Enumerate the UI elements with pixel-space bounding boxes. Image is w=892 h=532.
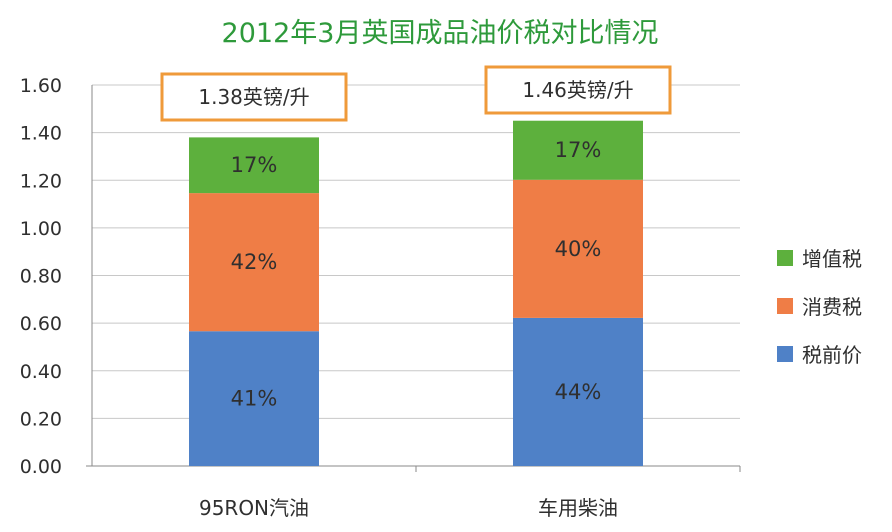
y-tick-label: 1.40	[20, 123, 62, 145]
total-callout-box	[484, 65, 672, 115]
legend-swatch	[777, 250, 793, 266]
legend-label: 增值税	[802, 247, 862, 271]
x-category-label: 车用柴油	[538, 496, 618, 520]
y-tick-label: 1.00	[20, 218, 62, 240]
legend-swatch	[777, 346, 793, 362]
segment-percent-label: 17%	[231, 153, 278, 177]
bar-segment	[513, 317, 643, 466]
y-tick-label: 1.20	[20, 170, 62, 192]
bar-segment	[189, 193, 319, 332]
bar-segment	[513, 120, 643, 180]
x-category-label: 95RON汽油	[199, 496, 309, 520]
y-tick-label: 0.20	[20, 408, 62, 430]
legend-swatch	[777, 298, 793, 314]
y-tick-label: 0.00	[20, 456, 62, 478]
y-tick-label: 0.40	[20, 361, 62, 383]
segment-percent-label: 42%	[231, 250, 278, 274]
segment-percent-label: 44%	[555, 380, 602, 404]
segment-percent-label: 17%	[555, 138, 602, 162]
y-tick-label: 0.60	[20, 313, 62, 335]
total-callout-box	[160, 72, 348, 122]
chart-title: 2012年3月英国成品油价税对比情况	[222, 18, 659, 49]
bars-layer	[189, 120, 643, 466]
legend-label: 消费税	[802, 295, 862, 319]
segment-percent-label: 41%	[231, 387, 278, 411]
bar-segment	[189, 137, 319, 194]
axis-layer: 0.00 0.20 0.40 0.60 0.80 1.00 1.20 1.40 1.60 95RO…	[20, 75, 741, 520]
y-tick-label: 0.80	[20, 266, 62, 288]
y-tick-label: 1.60	[20, 75, 62, 97]
segment-percent-label: 40%	[555, 237, 602, 261]
labels-layer: 41% 42% 17% 1.38英镑/升 44% 40% 17% 1.46英镑/升	[160, 65, 672, 411]
bar-segment	[189, 331, 319, 466]
total-callout-label: 1.46英镑/升	[522, 78, 633, 102]
bar-segment	[513, 179, 643, 318]
legend-label: 税前价	[802, 343, 862, 367]
total-callout-label: 1.38英镑/升	[198, 85, 309, 109]
